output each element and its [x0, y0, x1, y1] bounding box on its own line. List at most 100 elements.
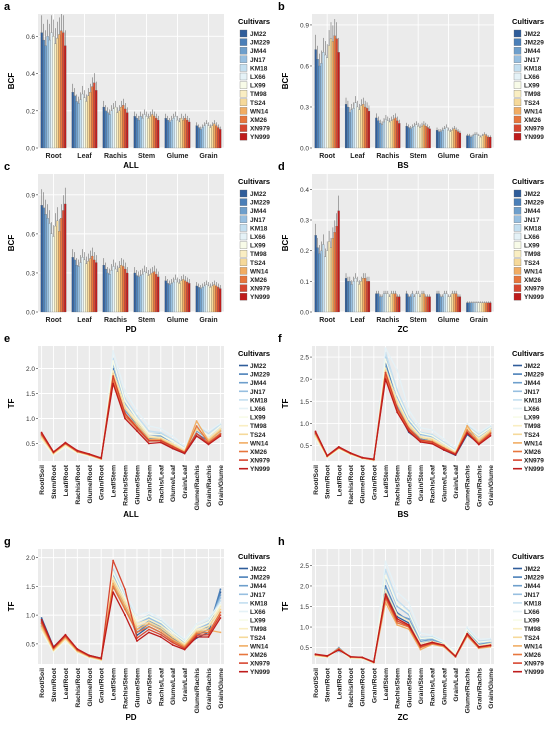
series-point-lx66 — [147, 425, 150, 427]
series-point-lx66 — [431, 634, 434, 637]
panel-letter-c: c — [4, 161, 10, 173]
series-point-yn999 — [183, 452, 186, 455]
x-tick-label: Glume/Rachis — [465, 465, 472, 511]
bar-rachis-tm98 — [116, 271, 119, 313]
bar-stem-jm229 — [407, 296, 410, 313]
bar-stem-xn979 — [426, 127, 429, 149]
bar-grain-jm229 — [197, 127, 200, 149]
series-point-yn999 — [100, 657, 103, 660]
series-point-lx66 — [419, 426, 422, 429]
bar-leaf-jm44 — [75, 101, 78, 149]
bar-leaf-ts24 — [360, 105, 363, 149]
x-axis-label: ALL — [123, 161, 139, 170]
series-point-lx99 — [466, 629, 469, 631]
bar-grain-jn17 — [201, 127, 204, 149]
x-tick-label: Root — [46, 153, 63, 160]
panel-c: c 0.0 0.3 0.6 0.9 BCF Root Leaf Rachis Stem Glume G… — [4, 161, 270, 334]
x-tick-label: Leaf/Stem — [111, 465, 118, 497]
bar-leaf-jm22 — [71, 92, 74, 149]
bar-leaf-ts24 — [87, 261, 90, 313]
x-tick-label: Root — [319, 153, 336, 160]
x-tick-label: Glume/Root — [87, 464, 94, 503]
legend-label-xn979: XN979 — [524, 458, 544, 465]
x-tick-label: Grain/Stem — [418, 465, 425, 501]
bar-root-yn999 — [337, 210, 340, 313]
bar-grain-jm229 — [468, 302, 471, 313]
y-tick-label: 0.0 — [26, 146, 35, 153]
y-axis-label: BCF — [7, 73, 16, 90]
bar-rachis-wn14 — [392, 293, 395, 313]
bar-root-yn999 — [64, 203, 67, 313]
bar-leaf-xm26 — [364, 278, 367, 313]
bar-leaf-jm229 — [346, 281, 349, 313]
x-tick-label: Rachis/Leaf — [158, 464, 165, 503]
bar-root-jm229 — [42, 207, 45, 313]
bar-glume-jm22 — [164, 280, 167, 313]
bar-stem-jn17 — [139, 275, 142, 313]
legend-label-jm44: JM44 — [250, 380, 267, 387]
legend-label-yn999: YN999 — [250, 134, 270, 141]
bar-root-ts24 — [56, 220, 59, 313]
legend-swatch-xn979 — [239, 124, 248, 132]
series-point-lx66 — [136, 410, 138, 412]
bar-root-wn14 — [58, 34, 61, 149]
series-point-lx66 — [207, 430, 210, 432]
x-tick-label: Glume/Rachis — [194, 668, 201, 714]
series-point-yn999 — [40, 618, 43, 621]
series-point-ts24 — [396, 402, 399, 405]
series-point-yn999 — [372, 458, 375, 461]
legend-label-wn14: WN14 — [524, 440, 542, 447]
legend-label-jm44: JM44 — [250, 208, 267, 215]
series-point-yn999 — [349, 655, 352, 658]
bar-root-jm44 — [318, 65, 321, 149]
x-axis-label: PD — [125, 713, 136, 722]
series-point-ts24 — [219, 428, 222, 431]
bar-leaf-jm229 — [73, 259, 76, 313]
bar-grain-jn17 — [472, 302, 475, 313]
legend-label-wn14: WN14 — [250, 108, 268, 115]
legend-label-jn17: JN17 — [250, 592, 266, 599]
bar-stem-lx66 — [143, 271, 146, 313]
series-point-jn17 — [419, 433, 422, 436]
panel-h: h 0.5 1.0 1.5 2.0 2.5 TF Root/Soil Stem/Root Leaf… — [278, 536, 544, 722]
series-point-jm44 — [159, 435, 162, 437]
x-tick-label: Glume/Rachis — [194, 465, 201, 511]
bar-stem-xm26 — [153, 116, 156, 149]
series-point-xn979 — [147, 439, 150, 442]
bar-glume-lx66 — [445, 293, 448, 313]
bar-stem-xm26 — [424, 126, 427, 149]
series-point-ts24 — [419, 436, 422, 439]
x-tick-label: Grain/Glume — [488, 668, 495, 709]
legend-label-km18: KM18 — [250, 225, 268, 232]
bar-glume-tm98 — [449, 296, 452, 313]
series-point-wn14 — [219, 631, 222, 634]
bar-stem-tm98 — [419, 127, 422, 149]
bar-stem-jm22 — [405, 293, 408, 313]
panel-letter-g: g — [4, 536, 11, 548]
bar-stem-jm229 — [407, 127, 410, 149]
bar-rachis-xn979 — [396, 296, 399, 313]
series-point-lx66 — [207, 617, 210, 619]
legend-label-jm229: JM229 — [250, 575, 270, 582]
bar-rachis-jn17 — [381, 124, 384, 149]
series-point-tm98 — [136, 622, 138, 625]
series-point-ts24 — [171, 636, 174, 638]
bar-rachis-wn14 — [392, 119, 395, 149]
bar-root-wn14 — [331, 238, 334, 313]
bar-glume-tm98 — [178, 121, 181, 149]
bar-grain-jm44 — [199, 288, 202, 313]
bar-stem-jm44 — [409, 296, 412, 313]
bar-stem-km18 — [141, 118, 144, 149]
bar-root-lx66 — [50, 32, 53, 149]
panel-letter-d: d — [278, 161, 285, 173]
legend-label-km18: KM18 — [250, 65, 268, 72]
bar-root-yn999 — [337, 52, 340, 149]
bar-glume-xn979 — [457, 296, 460, 313]
series-point-lx99 — [431, 636, 434, 639]
series-point-ts24 — [207, 626, 210, 629]
series-point-yn999 — [489, 644, 492, 647]
series-point-yn999 — [314, 653, 317, 656]
legend-title: Cultivars — [512, 552, 544, 561]
